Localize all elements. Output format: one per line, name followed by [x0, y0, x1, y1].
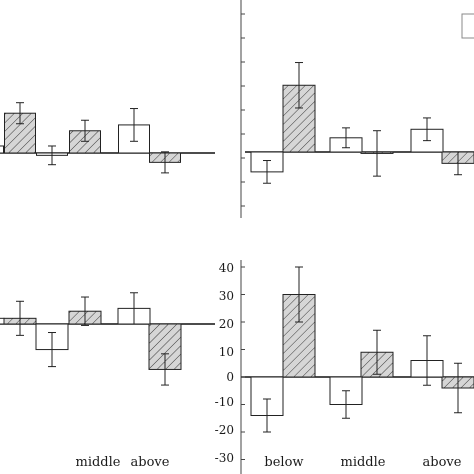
y-tick-label: 40 [219, 261, 234, 275]
y-tick-label: -10 [215, 395, 234, 409]
y-tick-label: -30 [215, 451, 234, 465]
y-tick-label: 20 [219, 317, 234, 331]
legend-swatch [461, 13, 474, 39]
y-tick-label: 30 [219, 289, 234, 303]
panel-2-axis-frame [240, 0, 474, 218]
category-labels: middle above below middle above [76, 455, 462, 470]
x-tick-label-above: above [423, 455, 462, 470]
y-tick-label: 0 [226, 370, 234, 384]
panel-4-y-ticks: 40 30 20 10 0 -10 -20 -30 [215, 261, 234, 465]
x-tick-label-below: below [264, 455, 303, 470]
bar-below-series-1 [0, 317, 5, 325]
x-tick-label-above: above [131, 455, 170, 470]
y-tick-label: 10 [219, 345, 234, 359]
x-tick-label-middle: middle [341, 455, 386, 470]
y-tick-label: -20 [215, 423, 234, 437]
bar-below-series-1 [0, 145, 4, 154]
x-tick-label-middle: middle [76, 455, 121, 470]
